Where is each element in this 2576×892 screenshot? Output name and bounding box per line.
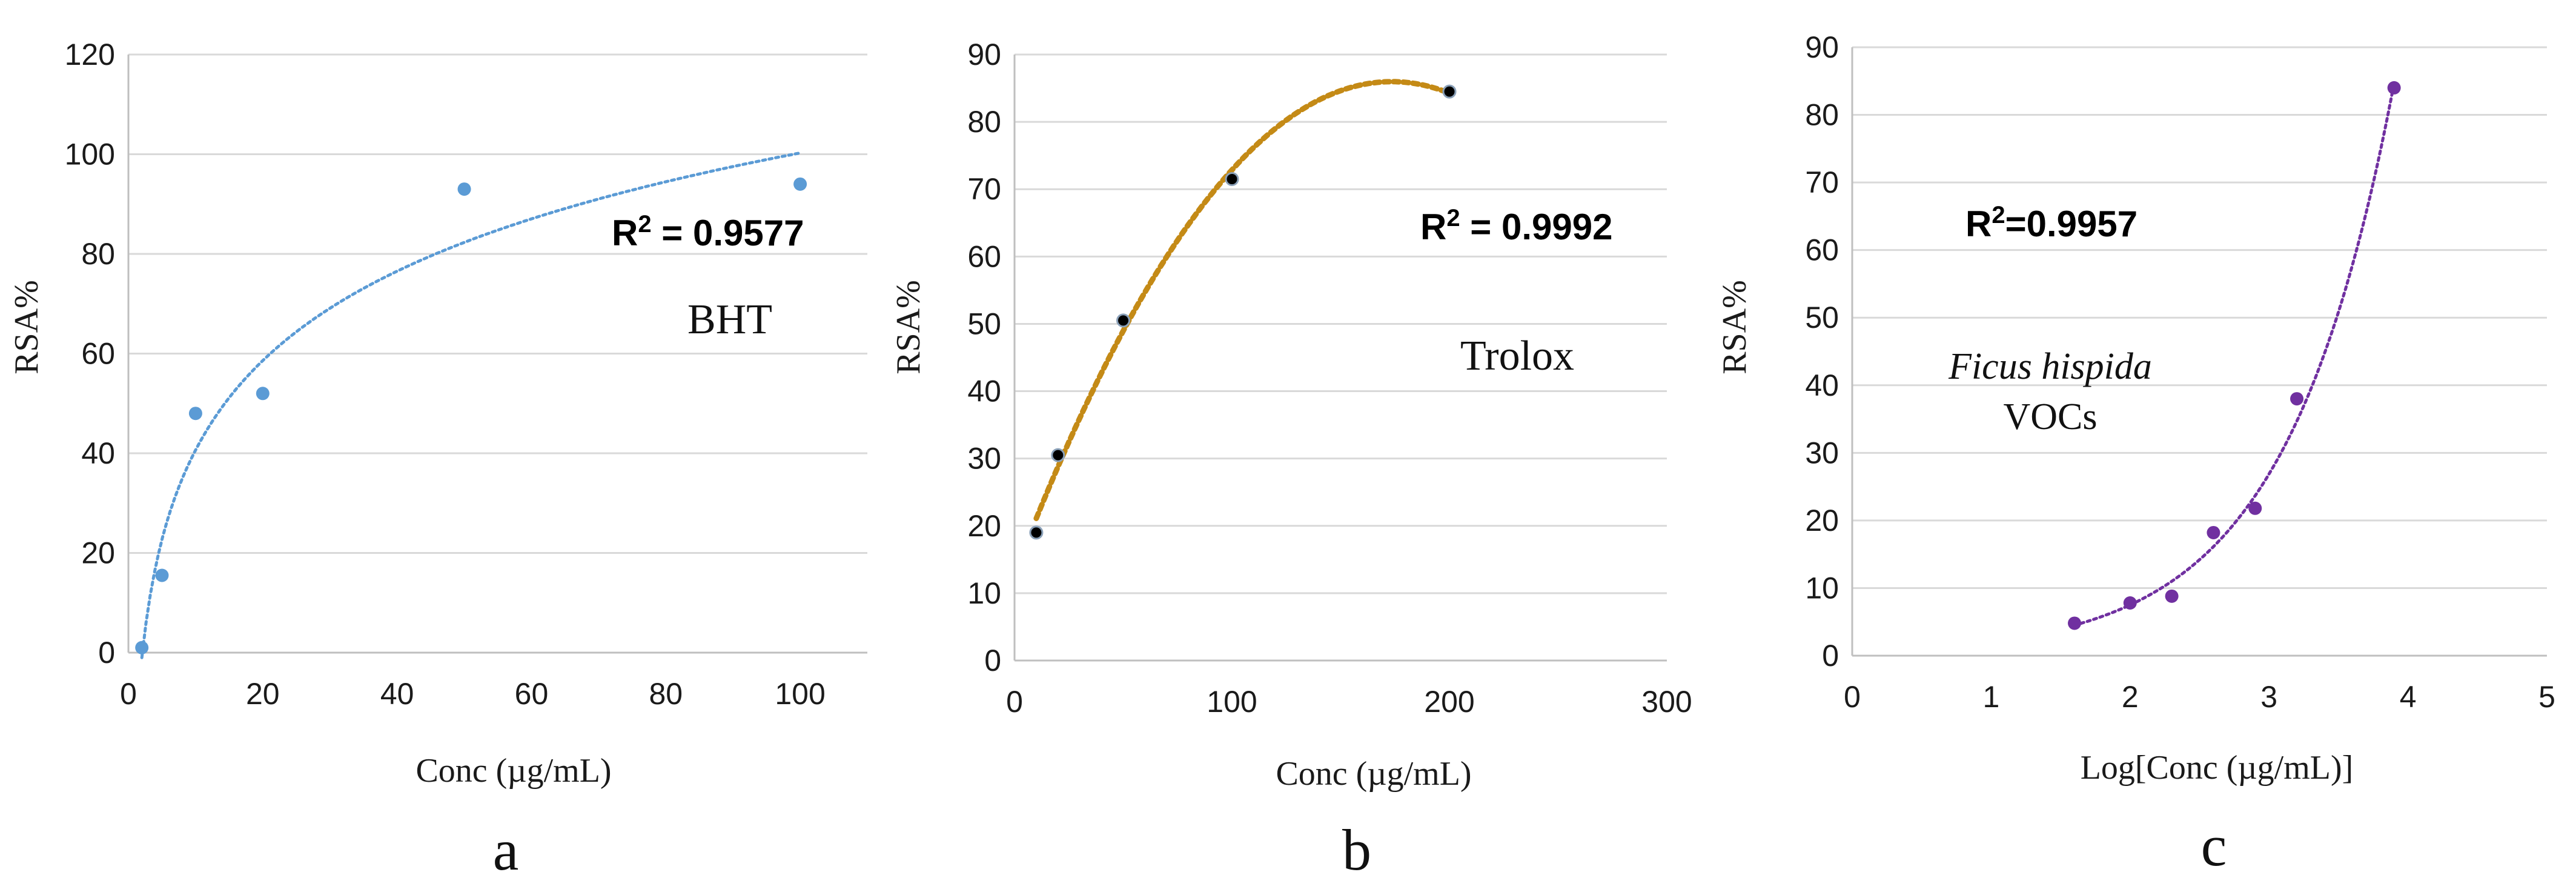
c-y-tick-label: 20 [1805, 504, 1839, 538]
b-panel-letter: b [1342, 817, 1371, 882]
c-y-tick-label: 70 [1805, 165, 1839, 199]
c-r2-annotation: R2=0.9957 [1965, 202, 2137, 244]
c-data-point [2123, 596, 2137, 610]
c-series-label-species: Ficus hispida [1948, 346, 2152, 387]
a-y-tick-label: 0 [98, 636, 115, 670]
a-y-tick-label: 40 [81, 436, 115, 470]
b-y-axis-title: RSA% [890, 280, 927, 374]
c-x-tick-label: 0 [1844, 680, 1861, 714]
a-y-tick-label: 120 [65, 38, 115, 72]
a-y-tick-label: 60 [81, 337, 115, 371]
b-y-tick-label: 20 [967, 509, 1001, 543]
a-y-tick-labels: 0 20 40 60 80 100 120 [65, 38, 115, 670]
chart-panel-a: 0 20 40 60 80 100 120 0 20 40 60 80 100 RSA% Conc (… [8, 38, 867, 882]
a-x-tick-label: 20 [246, 677, 280, 711]
c-y-tick-label: 50 [1805, 301, 1839, 334]
b-trendline-path [1033, 79, 1452, 521]
a-data-point [457, 182, 471, 196]
a-trendline-path [140, 151, 802, 659]
b-data-point [1225, 172, 1239, 187]
c-x-tick-label: 5 [2538, 680, 2555, 714]
chart-panel-b: 0 10 20 30 40 50 60 70 80 90 0 100 200 300 RSA% Conc… [890, 38, 1692, 882]
a-data-point [155, 568, 169, 582]
a-x-axis-title: Conc (µg/mL) [416, 752, 611, 790]
b-y-tick-label: 70 [967, 172, 1001, 206]
c-y-tick-label: 40 [1805, 368, 1839, 402]
b-series-label: Trolox [1460, 333, 1574, 379]
a-data-points [135, 177, 807, 654]
a-x-tick-label: 100 [775, 677, 825, 711]
c-y-tick-label: 30 [1805, 436, 1839, 470]
b-x-tick-label: 0 [1006, 685, 1023, 719]
b-y-tick-label: 50 [967, 307, 1001, 341]
c-y-tick-labels: 0 10 20 30 40 50 60 70 80 90 [1805, 30, 1839, 673]
a-x-tick-label: 60 [515, 677, 549, 711]
c-y-tick-label: 60 [1805, 233, 1839, 267]
c-y-axis-title: RSA% [1716, 280, 1753, 374]
c-panel-letter: c [2201, 813, 2227, 878]
c-series-label-vocs: VOCs [2003, 396, 2097, 438]
b-y-tick-label: 10 [967, 576, 1001, 610]
c-data-point [2165, 589, 2179, 603]
c-x-tick-labels: 0 1 2 3 4 5 [1844, 680, 2555, 714]
a-y-axis-title: RSA% [8, 280, 45, 374]
b-y-tick-label: 40 [967, 374, 1001, 408]
c-data-point [2248, 501, 2262, 515]
c-data-point [2387, 81, 2401, 95]
b-data-point [1029, 525, 1044, 540]
a-y-tick-label: 80 [81, 237, 115, 271]
b-r2-annotation: R2 = 0.9992 [1420, 205, 1613, 247]
a-x-tick-label: 80 [649, 677, 683, 711]
b-x-tick-label: 100 [1207, 685, 1257, 719]
c-x-tick-label: 1 [1982, 680, 1999, 714]
c-data-points [2068, 81, 2401, 630]
a-data-point [188, 407, 202, 421]
b-y-tick-labels: 0 10 20 30 40 50 60 70 80 90 [967, 38, 1001, 677]
c-data-point [2290, 392, 2304, 406]
c-x-tick-label: 2 [2122, 680, 2139, 714]
c-y-tick-label: 10 [1805, 571, 1839, 605]
c-y-tick-label: 0 [1822, 639, 1839, 673]
b-data-point [1442, 84, 1457, 99]
b-x-tick-label: 300 [1641, 685, 1692, 719]
c-x-tick-label: 3 [2260, 680, 2277, 714]
b-x-tick-label: 200 [1424, 685, 1474, 719]
c-x-axis-title: Log[Conc (µg/mL)] [2081, 749, 2354, 787]
a-y-tick-label: 20 [81, 536, 115, 570]
c-data-point [2207, 525, 2220, 539]
a-panel-letter: a [493, 817, 519, 882]
b-y-tick-label: 0 [984, 644, 1001, 677]
c-y-tick-label: 90 [1805, 30, 1839, 64]
a-gridlines [127, 53, 867, 654]
b-gridlines [1013, 53, 1667, 662]
a-trendline [140, 151, 802, 659]
b-x-axis-title: Conc (µg/mL) [1276, 755, 1471, 793]
b-trendline [1033, 79, 1452, 521]
a-y-tick-label: 100 [65, 138, 115, 171]
a-x-tick-label: 40 [380, 677, 414, 711]
b-data-point [1116, 313, 1130, 328]
a-x-tick-label: 0 [120, 677, 137, 711]
c-y-tick-label: 80 [1805, 98, 1839, 132]
a-data-point [256, 387, 270, 401]
a-data-point [793, 177, 807, 191]
b-x-tick-labels: 0 100 200 300 [1006, 685, 1692, 719]
c-data-point [2068, 616, 2082, 630]
a-data-point [135, 641, 149, 654]
c-x-tick-label: 4 [2400, 680, 2417, 714]
b-data-point [1051, 448, 1065, 462]
b-y-tick-label: 30 [967, 442, 1001, 476]
a-x-tick-labels: 0 20 40 60 80 100 [120, 677, 826, 711]
c-gridlines [1851, 46, 2547, 657]
chart-panel-c: 0 10 20 30 40 50 60 70 80 90 0 1 2 3 4 5 RSA% Log[Conc… [1716, 30, 2555, 878]
b-data-points [1029, 84, 1457, 540]
a-r2-annotation: R2 = 0.9577 [612, 211, 804, 253]
b-y-tick-label: 90 [967, 38, 1001, 72]
a-series-label: BHT [687, 296, 772, 343]
b-y-tick-label: 60 [967, 239, 1001, 273]
b-y-tick-label: 80 [967, 105, 1001, 139]
